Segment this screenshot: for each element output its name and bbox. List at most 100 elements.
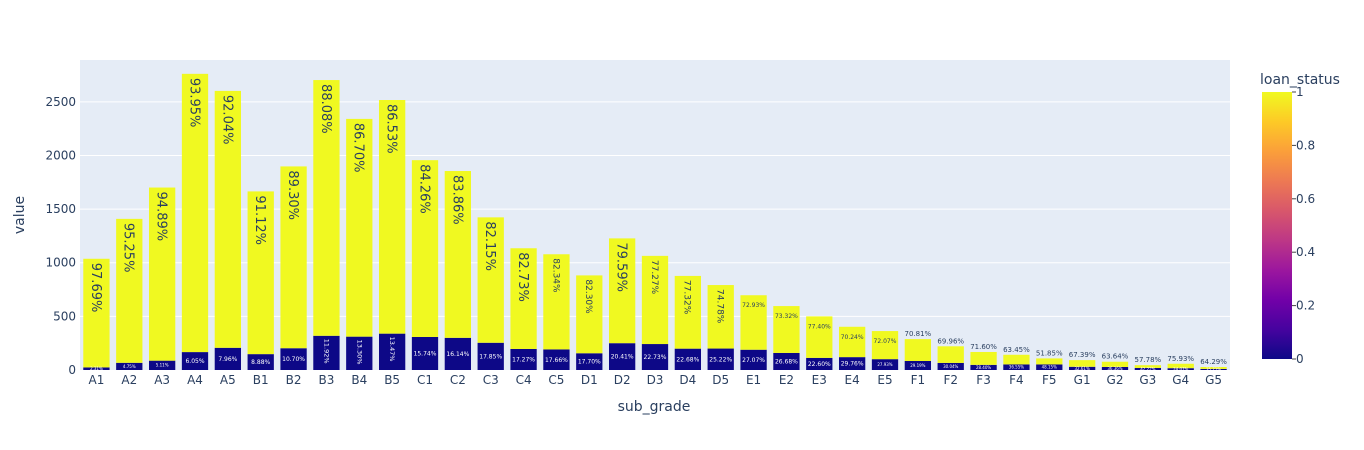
bar-status-1-A5	[214, 90, 241, 348]
x-tick-label: C1	[417, 373, 433, 387]
bar-status-0-A2	[116, 362, 143, 370]
x-tick-label: D2	[614, 373, 631, 387]
x-tick-label: G3	[1139, 373, 1156, 387]
bar-status-1-E3	[806, 316, 833, 358]
bar-status-1-E1	[740, 295, 767, 350]
bar-label: 82.15%	[482, 221, 497, 271]
bar-label: 15.74%	[414, 351, 437, 358]
bar-label: 72.07%	[874, 338, 897, 345]
bar-label: 17.66%	[545, 357, 568, 364]
bar-label: 70.24%	[841, 334, 864, 341]
bar-status-0-B3	[313, 335, 340, 370]
bar-label: 13.47%	[388, 337, 396, 362]
bar-label: 30.04%	[943, 364, 958, 369]
bar-label: 91.12%	[252, 195, 267, 245]
bar-label: 25.22%	[709, 356, 732, 363]
bar-label: 79.59%	[614, 242, 629, 292]
bar-status-0-G3	[1134, 367, 1161, 370]
x-tick-label: D1	[581, 373, 598, 387]
bar-status-0-E2	[773, 352, 800, 370]
bar-status-0-G5	[1200, 368, 1227, 370]
bar-label: 64.29%	[1200, 358, 1227, 366]
y-tick-label: 2500	[45, 95, 76, 109]
bar-status-0-G2	[1101, 366, 1129, 370]
bar-label: 17.70%	[578, 359, 601, 366]
bar-status-1-B1	[247, 191, 274, 355]
bar-status-1-G4	[1167, 363, 1194, 369]
bar-label: 5.11%	[156, 363, 169, 368]
bar-status-0-A1	[83, 367, 110, 370]
bar-status-1-C4	[510, 248, 537, 349]
bar-label: 93.95%	[186, 78, 201, 128]
bar-status-0-F1	[904, 360, 931, 370]
bar-label: 89.30%	[285, 170, 300, 220]
x-tick-label: B5	[384, 373, 400, 387]
bar-label: 77.32%	[682, 280, 692, 315]
bar-label: 22.60%	[808, 361, 831, 368]
bar-label: 22.68%	[676, 356, 699, 363]
bar-status-1-G2	[1101, 361, 1129, 367]
bar-label: 69.96%	[937, 337, 964, 345]
bar-status-1-D2	[609, 238, 636, 344]
bar-status-0-E4	[839, 357, 866, 370]
bar-status-0-B2	[280, 348, 307, 370]
x-tick-label: G2	[1107, 373, 1124, 387]
bar-status-0-F3	[970, 364, 997, 370]
bar-status-1-D1	[576, 275, 603, 354]
bar-status-1-B5	[379, 100, 406, 334]
bar-status-1-C3	[477, 217, 504, 343]
bar-label: 75.93%	[1167, 355, 1194, 363]
bar-label: 77.40%	[808, 323, 831, 330]
bar-status-0-F5	[1036, 364, 1063, 370]
y-tick-label: 2000	[45, 148, 76, 162]
bar-label: 97.69%	[88, 263, 103, 313]
x-tick-label: C2	[450, 373, 466, 387]
bar-label: 74.78%	[715, 289, 725, 324]
bar-status-0-F4	[1003, 364, 1030, 370]
bar-status-1-F5	[1036, 358, 1063, 365]
x-tick-label: B4	[351, 373, 367, 387]
x-axis-ticks: A1 A2 A3 A4 A5 B1 B2 B3 B4 B5 C1 C2 C3 C4 C5 D1 D2 D3 D4 D5…	[89, 373, 1223, 387]
x-tick-label: G5	[1205, 373, 1222, 387]
bar-status-1-A4	[181, 73, 209, 353]
bar-label: 6.05%	[185, 358, 204, 365]
bar-label: 63.64%	[1102, 353, 1129, 361]
x-tick-label: B1	[253, 373, 269, 387]
colorbar-tick-label: 0.2	[1296, 299, 1315, 313]
colorbar-tick-label: 0.6	[1296, 192, 1315, 206]
bar-label: 77.27%	[649, 260, 659, 295]
bar-label: 36.36%	[1107, 366, 1122, 371]
bar-label: 67.39%	[1069, 351, 1096, 359]
bar-label: 71.60%	[970, 343, 997, 351]
bar-label: 72.93%	[742, 302, 765, 309]
bar-label: 10.70%	[282, 356, 305, 363]
bar-label: 8.88%	[251, 359, 270, 366]
y-axis-label: value	[12, 196, 28, 234]
bar-label: 88.08%	[318, 84, 333, 134]
bar-label: 11.92%	[322, 339, 330, 364]
bar-status-0-D5	[707, 348, 734, 370]
bar-status-0-A5	[214, 347, 241, 370]
x-tick-label: E5	[877, 373, 892, 387]
bar-label: 92.04%	[219, 95, 234, 145]
bar-label: 4.75%	[123, 364, 136, 369]
bar-label: 20.41%	[611, 354, 634, 361]
bar-label: 27.93%	[877, 362, 892, 367]
bars	[83, 73, 1227, 370]
bar-status-1-E2	[773, 306, 800, 353]
x-tick-label: C5	[548, 373, 564, 387]
bar-label: 83.86%	[449, 175, 464, 225]
y-tick-label: 1000	[45, 256, 76, 270]
colorbar-ticks: 0 0.2 0.4 0.6 0.8 1	[1292, 85, 1315, 366]
bar-status-1-C1	[411, 160, 439, 337]
bar-label: 94.89%	[154, 192, 169, 242]
bar-status-1-C2	[444, 171, 471, 338]
x-tick-label: D5	[712, 373, 729, 387]
bar-status-1-C5	[543, 254, 570, 350]
bar-status-0-C4	[510, 348, 537, 370]
bar-label: 22.73%	[644, 354, 667, 361]
bar-label: 2.31%	[90, 366, 103, 371]
y-tick-label: 1500	[45, 202, 76, 216]
colorbar-title: loan_status	[1260, 72, 1340, 88]
bar-label: 17.27%	[512, 357, 535, 364]
